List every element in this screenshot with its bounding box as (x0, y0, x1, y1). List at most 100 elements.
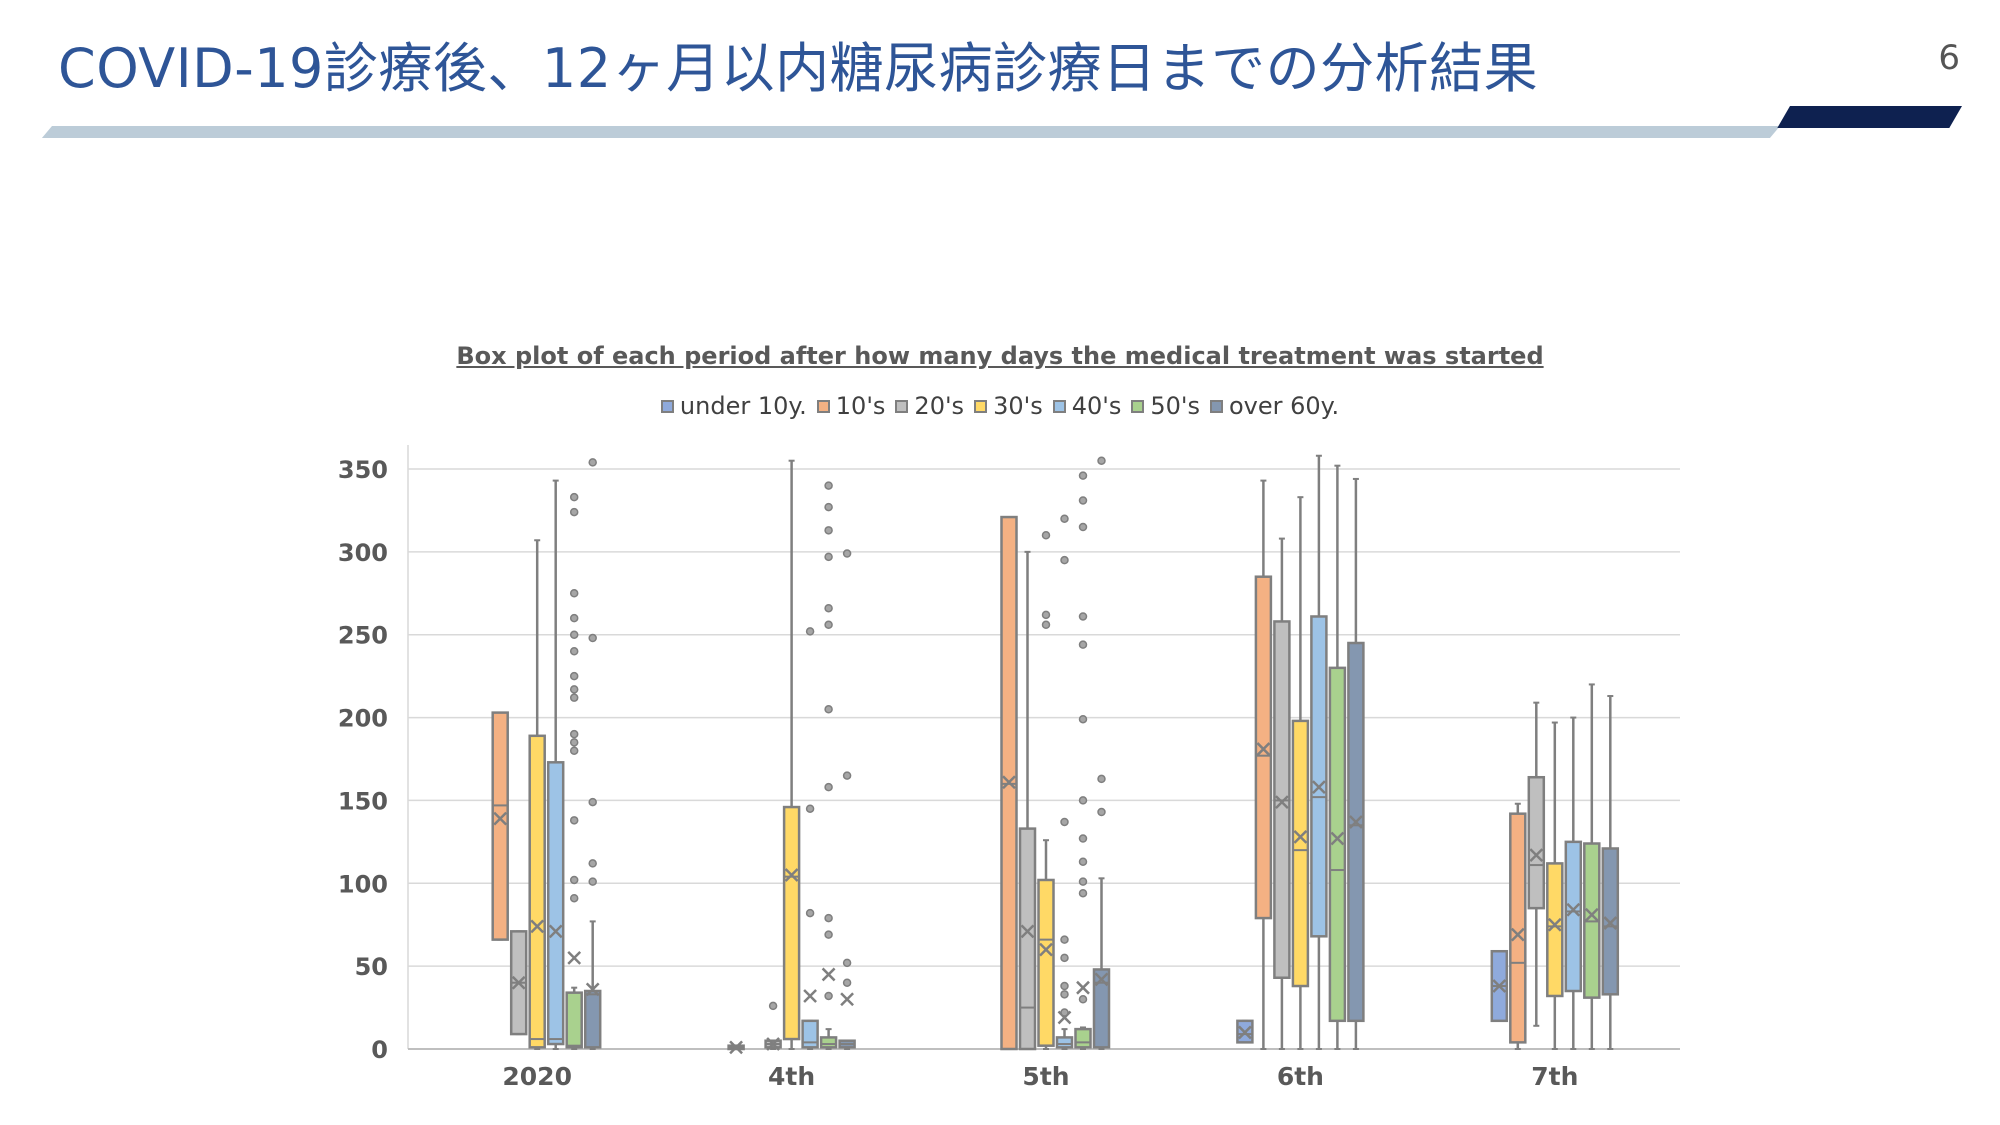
outlier-point (1041, 620, 1051, 630)
outlier-point (588, 859, 597, 868)
outlier-point (805, 908, 815, 918)
outlier-point (569, 875, 579, 885)
mean-marker (493, 811, 508, 826)
legend-label: 20's (914, 392, 965, 420)
outlier-point (842, 958, 852, 968)
outlier-point (842, 549, 852, 558)
outlier-point (824, 552, 833, 562)
outlier-point (1078, 877, 1088, 886)
outlier-point (824, 705, 833, 714)
outlier-point (1097, 456, 1106, 465)
box (819, 1036, 838, 1049)
box (1328, 666, 1347, 1023)
slide-title: COVID-19診療後、12ヶ月以内糖尿病診療日までの分析結果 (58, 37, 1539, 100)
box (1347, 641, 1365, 1023)
y-tick-label: 250 (338, 622, 388, 650)
box (546, 761, 565, 1046)
legend-item: 40's (1052, 392, 1121, 420)
outlier-point (824, 603, 833, 613)
box (1291, 719, 1310, 988)
outlier-point (1078, 714, 1088, 724)
outlier-point (569, 746, 579, 755)
outlier-point (588, 633, 597, 643)
outlier-point (1078, 796, 1088, 805)
outlier-point (1078, 857, 1088, 866)
mean-marker (821, 967, 836, 982)
legend-label: 50's (1150, 392, 1200, 420)
legend-item: 20's (895, 392, 964, 420)
legend-label: 10's (835, 392, 886, 420)
legend-item: under 10y. (660, 392, 807, 420)
box (1564, 840, 1583, 993)
outlier-point (1060, 555, 1069, 565)
y-tick-label: 200 (338, 705, 388, 733)
outlier-point (768, 1001, 778, 1011)
legend-swatch (1052, 399, 1066, 413)
x-tick-label: 5th (1022, 1062, 1069, 1091)
mean-marker (530, 919, 545, 934)
box (491, 711, 509, 941)
outlier-point (569, 507, 579, 517)
box (1527, 775, 1546, 910)
legend-label: under 10y. (679, 392, 807, 420)
legend-swatch (660, 399, 674, 413)
mean-marker (1584, 907, 1599, 922)
legend-item: 30's (974, 392, 1043, 420)
mean-marker (1547, 917, 1562, 932)
box (1037, 878, 1055, 1047)
box (1509, 812, 1527, 1044)
outlier-point (569, 613, 579, 623)
box (1546, 862, 1564, 998)
mean-marker (1039, 942, 1053, 957)
outlier-point (569, 630, 579, 639)
mean-marker (1002, 775, 1016, 790)
legend-item: 10's (816, 392, 886, 420)
outlier-point (1078, 995, 1088, 1004)
outlier-point (1060, 981, 1069, 991)
box (1055, 1036, 1074, 1049)
box (1310, 615, 1328, 938)
outlier-point (1041, 531, 1051, 540)
mean-marker (1566, 902, 1581, 917)
y-tick-label: 0 (371, 1036, 388, 1064)
outlier-point (569, 693, 579, 702)
outlier-point (569, 729, 579, 739)
box (528, 734, 546, 1049)
outlier-point (588, 458, 597, 467)
mean-marker (1510, 927, 1525, 942)
x-tick-label: 7th (1531, 1062, 1578, 1091)
y-tick-label: 100 (338, 870, 388, 898)
mean-marker (1492, 979, 1507, 993)
mean-marker (784, 868, 799, 882)
outlier-point (569, 816, 579, 825)
box (782, 805, 801, 1041)
outlier-point (1060, 935, 1069, 944)
outlier-point (1060, 953, 1069, 963)
box (1092, 968, 1111, 1049)
outlier-point (1097, 807, 1106, 817)
outlier-point (805, 804, 815, 813)
outlier-point (824, 782, 833, 792)
x-tick-label: 4th (768, 1062, 815, 1091)
mean-marker (766, 1037, 780, 1051)
mean-marker (840, 992, 854, 1007)
outlier-point (1078, 640, 1088, 649)
box (565, 991, 583, 1049)
mean-marker (585, 982, 600, 997)
mean-marker (1256, 742, 1271, 756)
legend-label: 30's (993, 392, 1043, 420)
mean-marker (1020, 924, 1035, 939)
outlier-point (588, 797, 597, 807)
outlier-point (1078, 522, 1088, 532)
y-tick-label: 300 (338, 539, 388, 567)
outlier-point (824, 913, 833, 923)
chart-legend: under 10y. 10's 20's 30's 40's 50's over 60y. (0, 392, 2000, 420)
outlier-point (1097, 774, 1106, 784)
mean-marker (567, 950, 582, 965)
mean-marker (1275, 795, 1289, 809)
outlier-point (1078, 496, 1088, 505)
outlier-point (569, 893, 579, 903)
legend-swatch (974, 399, 988, 413)
outlier-point (824, 991, 833, 1001)
mean-marker (1603, 916, 1618, 930)
